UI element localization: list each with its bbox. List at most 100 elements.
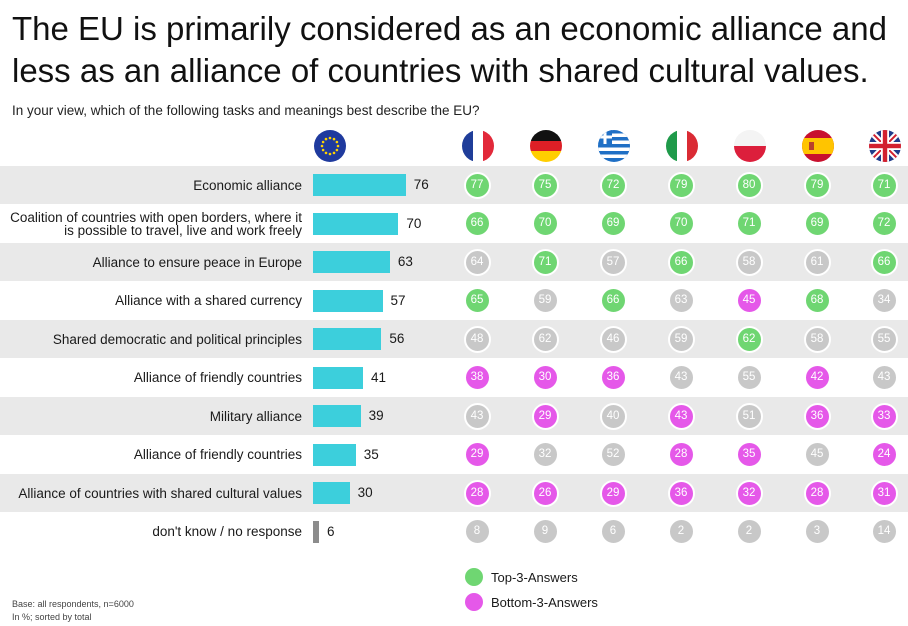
country-value-dot: 28 — [803, 479, 831, 507]
country-value-dot: 29 — [463, 441, 491, 469]
country-value-dot: 36 — [667, 479, 695, 507]
country-value-dot: 71 — [870, 171, 898, 199]
country-value-dot: 38 — [463, 364, 491, 392]
italy-flag-icon — [666, 130, 698, 162]
uk-flag-icon — [869, 130, 901, 162]
country-value-dot: 43 — [870, 364, 898, 392]
bar-value-label: 56 — [389, 331, 405, 346]
row-label: Alliance with a shared currency — [115, 293, 302, 309]
bar — [313, 366, 364, 389]
country-value-dot: 26 — [531, 479, 559, 507]
country-value-dot: 43 — [463, 402, 491, 430]
country-value-dot: 31 — [870, 479, 898, 507]
legend-label-top3: Top-3-Answers — [491, 570, 578, 585]
country-value-dot: 70 — [667, 210, 695, 238]
country-value-dot: 79 — [803, 171, 831, 199]
country-value-dot: 77 — [463, 171, 491, 199]
bar-value-label: 41 — [371, 369, 387, 385]
chart-subtitle: In your view, which of the following tas… — [12, 103, 480, 118]
germany-flag-icon — [530, 130, 562, 162]
country-value-dot: 43 — [667, 402, 695, 430]
country-value-dot: 71 — [531, 248, 559, 276]
country-value-dot: 66 — [463, 210, 491, 238]
spain-flag-icon — [802, 130, 834, 162]
country-value-dot: 51 — [735, 402, 763, 430]
country-value-dot: 66 — [599, 287, 627, 315]
survey-chart: Economic alliance 76 77 75 72 79 80 79 71 Coaliti… — [0, 166, 908, 554]
bar-value-label: 63 — [397, 254, 413, 269]
country-value-dot: 72 — [870, 210, 898, 238]
country-value-dot: 42 — [803, 364, 831, 392]
bar-value-label: 76 — [413, 177, 429, 192]
country-value-dot: 58 — [803, 325, 831, 353]
country-value-dot: 6 — [599, 518, 627, 546]
country-value-dot: 45 — [803, 441, 831, 469]
bar — [313, 405, 361, 427]
country-value-dot: 79 — [667, 171, 695, 199]
top3-marker-icon — [465, 568, 483, 586]
country-value-dot: 70 — [531, 210, 559, 238]
bar-value-label: 57 — [390, 292, 406, 308]
country-value-dot: 9 — [531, 518, 559, 546]
country-value-dot: 32 — [531, 441, 559, 469]
row-label: don't know / no response — [152, 524, 302, 540]
country-value-dot: 2 — [735, 518, 763, 546]
country-value-dot: 65 — [463, 287, 491, 315]
country-value-dot: 72 — [599, 171, 627, 199]
country-value-dot: 52 — [599, 441, 627, 469]
bar-value-label: 30 — [357, 485, 373, 500]
country-value-dot: 48 — [463, 325, 491, 353]
country-value-dot: 24 — [870, 441, 898, 469]
footnote: Base: all respondents, n=6000 In %; sort… — [12, 598, 134, 624]
row-label: Alliance of friendly countries — [133, 447, 302, 463]
eu-flag-icon — [314, 130, 346, 162]
country-value-dot: 57 — [599, 248, 627, 276]
bar-value-label: 70 — [406, 215, 422, 231]
row-label: Alliance to ensure peace in Europe — [92, 254, 302, 270]
country-value-dot: 69 — [803, 210, 831, 238]
country-value-dot: 63 — [667, 287, 695, 315]
bar — [313, 482, 350, 504]
country-value-dot: 45 — [735, 287, 763, 315]
bar — [313, 289, 383, 312]
france-flag-icon — [462, 130, 494, 162]
country-value-dot: 62 — [531, 325, 559, 353]
row-label: Alliance of friendly countries — [133, 370, 302, 386]
country-value-dot: 75 — [531, 171, 559, 199]
country-value-dot: 36 — [599, 364, 627, 392]
country-value-dot: 61 — [803, 248, 831, 276]
country-value-dot: 55 — [870, 325, 898, 353]
country-value-dot: 71 — [735, 210, 763, 238]
country-value-dot: 46 — [599, 325, 627, 353]
bar — [313, 251, 390, 273]
country-value-dot: 66 — [667, 248, 695, 276]
country-value-dot: 59 — [531, 287, 559, 315]
country-value-dot: 40 — [599, 402, 627, 430]
country-value-dot: 66 — [870, 248, 898, 276]
row-label: Military alliance — [209, 408, 302, 424]
poland-flag-icon — [734, 130, 766, 162]
country-value-dot: 62 — [735, 325, 763, 353]
country-value-dot: 43 — [667, 364, 695, 392]
country-value-dot: 32 — [735, 479, 763, 507]
bar-value-label: 6 — [327, 523, 335, 539]
country-value-dot: 2 — [667, 518, 695, 546]
row-label: Economic alliance — [193, 177, 302, 193]
bar — [313, 174, 406, 196]
country-value-dot: 36 — [803, 402, 831, 430]
bar — [313, 328, 382, 350]
country-value-dot: 68 — [803, 287, 831, 315]
legend-label-bottom3: Bottom-3-Answers — [491, 595, 598, 610]
country-value-dot: 30 — [531, 364, 559, 392]
country-value-dot: 14 — [870, 518, 898, 546]
footnote-base: Base: all respondents, n=6000 — [12, 599, 134, 609]
country-value-dot: 28 — [463, 479, 491, 507]
greece-flag-icon — [598, 130, 630, 162]
country-value-dot: 8 — [463, 518, 491, 546]
country-value-dot: 29 — [531, 402, 559, 430]
row-label: Shared democratic and political principl… — [52, 331, 302, 347]
country-value-dot: 80 — [735, 171, 763, 199]
footnote-note: In %; sorted by total — [12, 612, 92, 622]
flag-header-row — [0, 128, 908, 166]
bar — [313, 520, 319, 543]
